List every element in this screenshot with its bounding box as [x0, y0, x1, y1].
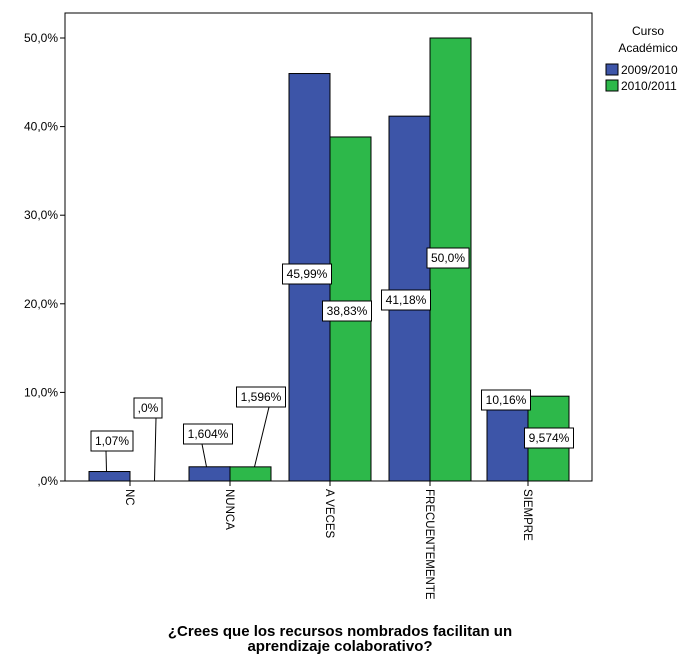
- data-label-box: [183, 423, 233, 445]
- bar-2010-2011: [229, 466, 272, 482]
- bar-2009-2010: [88, 471, 131, 482]
- data-label-box: [381, 289, 431, 311]
- x-category-label: NUNCA: [223, 489, 235, 530]
- data-label: 1,604%: [188, 427, 229, 441]
- data-label: 38,83%: [327, 304, 368, 318]
- data-label-box: [282, 263, 332, 285]
- x-axis-title: ¿Crees que los recursos nombrados facili…: [60, 624, 620, 654]
- x-axis-title-line-2: aprendizaje colaborativo?: [247, 638, 433, 655]
- data-label: 10,16%: [486, 393, 527, 407]
- data-label-box: [236, 386, 286, 408]
- legend-swatch: [605, 79, 619, 92]
- plot-frame: [64, 12, 593, 482]
- data-label-box: [322, 300, 372, 322]
- legend-title-line-2: Académico: [618, 41, 678, 55]
- data-label: ,0%: [138, 401, 159, 415]
- data-label-leader: [105, 450, 107, 472]
- data-label: 41,18%: [386, 293, 427, 307]
- x-category-label: FRECUENTEMENTE: [423, 489, 435, 600]
- legend-title-line-1: Curso: [632, 24, 664, 38]
- bar-2009-2010: [188, 466, 231, 482]
- data-label: 1,596%: [241, 390, 282, 404]
- data-label-box: [90, 430, 134, 452]
- data-label-box: [524, 427, 574, 449]
- data-label-leader: [154, 417, 157, 482]
- legend-entry-label: 2009/2010: [621, 63, 678, 77]
- legend-swatch: [605, 63, 619, 76]
- y-tick-label: 40,0%: [24, 120, 58, 134]
- data-label-leader: [201, 443, 207, 467]
- x-category-label: A VECES: [323, 489, 335, 539]
- y-tick-label: 20,0%: [24, 297, 58, 311]
- data-label: 45,99%: [287, 267, 328, 281]
- y-tick-label: 30,0%: [24, 208, 58, 222]
- x-axis-title-line-1: ¿Crees que los recursos nombrados facili…: [167, 623, 513, 640]
- legend: Curso Académico 2009/2010 2010/2011: [605, 24, 678, 93]
- y-tick-label: 50,0%: [24, 31, 58, 45]
- y-tick-label: ,0%: [37, 474, 58, 488]
- data-label-box: [426, 247, 470, 269]
- data-label-box: [481, 389, 531, 411]
- y-tick-label: 10,0%: [24, 385, 58, 399]
- x-category-label: NC: [123, 489, 135, 506]
- legend-entry-label: 2010/2011: [621, 79, 677, 93]
- data-label-leader: [254, 406, 270, 467]
- data-label: 50,0%: [431, 251, 465, 265]
- data-label: 9,574%: [529, 431, 570, 445]
- data-label: 1,07%: [95, 434, 129, 448]
- data-label-box: [133, 397, 163, 419]
- x-category-label: SIEMPRE: [521, 489, 533, 541]
